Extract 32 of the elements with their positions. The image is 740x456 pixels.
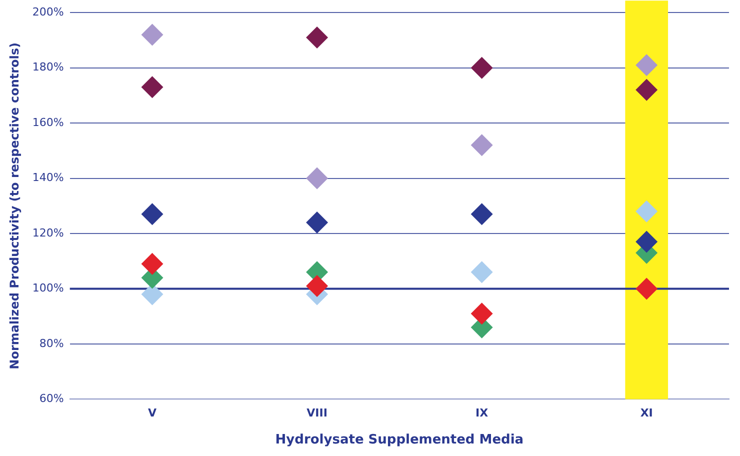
point [141,203,164,226]
point [306,274,328,297]
point [470,134,493,156]
point [306,211,328,234]
x-tick-label: XI [640,406,653,420]
point [306,26,328,48]
point [636,78,658,101]
y-tick-label: 120% [32,226,64,240]
point [636,200,658,222]
x-tick-label: IX [476,406,489,420]
y-tick-label: 160% [32,116,64,129]
point [141,76,164,98]
y-tick-label: 100% [32,282,64,295]
point [141,252,164,275]
y-axis-title: Normalized Productivity (to respective controls) [7,42,22,370]
y-tick-label: 200% [32,5,64,18]
x-axis-title: Hydrolysate Supplemented Media [275,432,524,448]
point [470,261,493,284]
point [470,203,493,226]
y-tick-label: 140% [32,171,64,184]
point [306,167,328,190]
point [470,302,493,325]
point [141,24,164,46]
y-tick-label: 60% [39,392,64,406]
y-tick-label: 180% [32,60,64,74]
point [636,278,658,300]
point [636,54,658,76]
x-tick-label: VIII [306,406,328,420]
x-tick-label: V [148,406,157,420]
y-tick-label: 80% [39,336,64,350]
point [636,230,658,253]
point [470,56,493,79]
